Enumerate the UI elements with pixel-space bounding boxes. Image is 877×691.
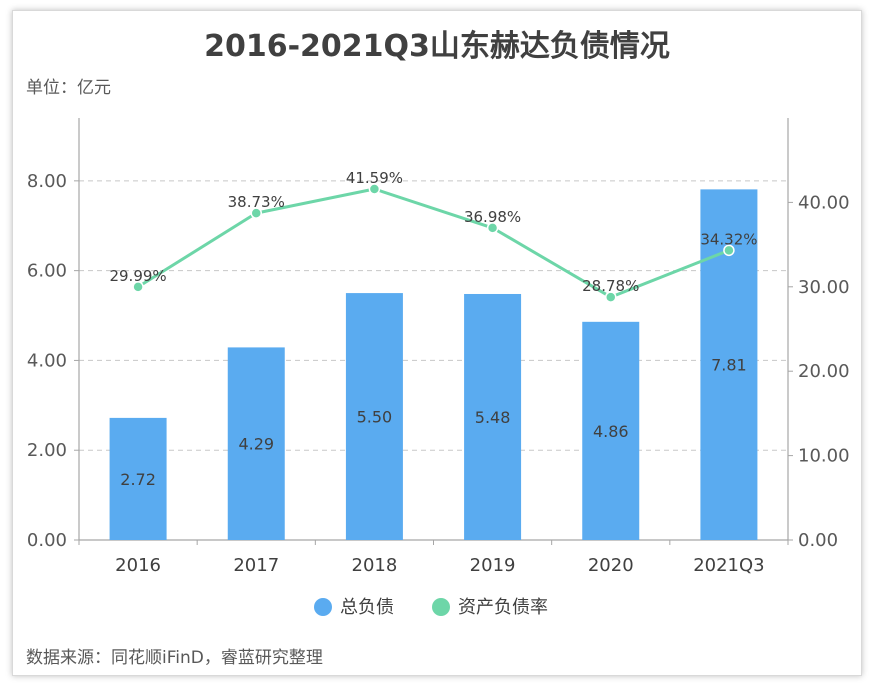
x-tick-label: 2017 <box>233 555 279 576</box>
bar-value-label: 7.81 <box>711 356 747 375</box>
bar-total-debt <box>227 347 285 540</box>
x-tick-label: 2018 <box>352 555 398 576</box>
bar-value-label: 4.86 <box>593 422 629 441</box>
y-left-tick-label: 8.00 <box>27 171 67 192</box>
legend-label-debt-ratio: 资产负债率 <box>458 597 548 618</box>
bar-value-label: 4.29 <box>238 435 274 454</box>
ratio-line-path <box>137 187 730 299</box>
x-tick-label: 2021Q3 <box>693 555 764 576</box>
y-right-tick-label: 0.00 <box>798 530 838 551</box>
bar-total-debt <box>109 417 167 540</box>
y-right-tick-label: 30.00 <box>798 277 850 298</box>
labels: 2.72 4.29 5.50 5.48 4.86 7.81 29.99% 38.73% 41.5… <box>109 169 757 489</box>
ratio-value-label: 38.73% <box>228 193 285 211</box>
unit-label: 单位：亿元 <box>26 78 111 98</box>
bar-value-label: 5.48 <box>475 408 511 427</box>
legend-marker-debt-ratio <box>432 598 450 616</box>
ratio-line <box>132 183 735 303</box>
y-left-tick-label: 6.00 <box>27 261 67 282</box>
ratio-value-label: 41.59% <box>346 169 403 187</box>
bar-total-debt <box>464 293 522 540</box>
legend-marker-total-debt <box>314 598 332 616</box>
y-right-tick-label: 20.00 <box>798 361 850 382</box>
bar-value-label: 5.50 <box>357 408 393 427</box>
x-tick-label: 2019 <box>470 555 516 576</box>
y-left-tick-label: 2.00 <box>27 440 67 461</box>
ratio-value-label: 36.98% <box>464 208 521 226</box>
x-tick-label: 2020 <box>588 555 634 576</box>
bar-total-debt <box>582 321 640 540</box>
grid-lines <box>79 180 788 451</box>
y-left-tick-label: 4.00 <box>27 350 67 371</box>
bars <box>109 189 758 540</box>
y-right-tick-label: 40.00 <box>798 192 850 213</box>
ratio-point <box>723 244 735 257</box>
ratio-value-label: 34.32% <box>700 230 757 248</box>
ratio-point <box>132 281 144 293</box>
legend-label-total-debt: 总负债 <box>340 597 394 618</box>
x-tick-label: 2016 <box>115 555 161 576</box>
bar-value-label: 2.72 <box>120 470 156 489</box>
ratio-point <box>250 207 262 219</box>
y-right-tick-label: 10.00 <box>798 446 850 467</box>
ratio-value-label: 28.78% <box>582 277 639 295</box>
legend: 总负债 资产负债率 <box>314 597 548 618</box>
y-left-tick-label: 0.00 <box>27 530 67 551</box>
ratio-value-label: 29.99% <box>109 267 166 285</box>
chart-title: 2016-2021Q3山东赫达负债情况 <box>204 29 670 64</box>
axes: 0.00 2.00 4.00 6.00 8.00 0.00 10.00 20.00 30.00 4… <box>27 118 850 576</box>
ratio-point <box>368 183 381 195</box>
ratio-point <box>486 222 499 234</box>
source-label: 数据来源：同花顺iFinD，睿蓝研究整理 <box>26 648 323 668</box>
ratio-point <box>605 291 617 303</box>
bar-total-debt <box>345 293 403 540</box>
